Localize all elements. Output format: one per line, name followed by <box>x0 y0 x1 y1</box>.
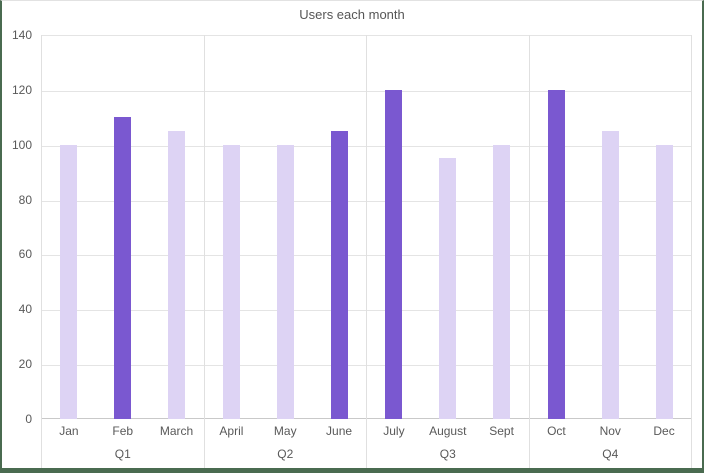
quarter-month-labels: Oct Nov Dec <box>530 419 692 441</box>
month-label: May <box>273 424 297 438</box>
y-axis-tick-label: 20 <box>18 357 32 372</box>
bar-april <box>222 144 240 419</box>
bar-jan <box>60 144 78 419</box>
quarter-bars <box>42 35 204 419</box>
month-label: August <box>429 424 467 438</box>
bar-cell <box>42 35 96 419</box>
quarter-month-labels: Jan Feb March <box>42 419 204 441</box>
bar-may <box>276 144 294 419</box>
month-label: Jan <box>59 424 79 438</box>
bar-june <box>330 131 348 419</box>
chart-title: Users each month <box>299 7 405 22</box>
month-label: July <box>383 424 405 438</box>
quarter-bars <box>205 35 367 419</box>
quarter-label: Q4 <box>602 447 619 461</box>
y-axis-tick-label: 120 <box>11 82 32 97</box>
quarter-label: Q1 <box>114 447 131 461</box>
bar-cell <box>421 35 475 419</box>
month-label: March <box>159 424 194 438</box>
quarter-label: Q2 <box>277 447 294 461</box>
month-label: Oct <box>547 424 566 438</box>
quarter-columns: Jan Feb March Q1 April May June Q2 July August Sep… <box>41 35 692 468</box>
bar-cell <box>205 35 259 419</box>
bar-cell <box>150 35 204 419</box>
quarter-bars <box>530 35 692 419</box>
month-label: June <box>326 424 353 438</box>
quarter-group: Oct Nov Dec Q4 <box>528 35 692 468</box>
quarter-bars <box>367 35 529 419</box>
bar-feb <box>114 117 132 419</box>
y-axis-tick-label: 80 <box>18 192 32 207</box>
bar-dec <box>655 144 673 419</box>
bar-cell <box>367 35 421 419</box>
quarter-label: Q3 <box>439 447 456 461</box>
month-label: Sept <box>489 424 514 438</box>
quarter-group: Jan Feb March Q1 <box>42 35 204 468</box>
bar-cell <box>530 35 584 419</box>
bar-cell <box>258 35 312 419</box>
y-axis-tick-label: 140 <box>11 28 32 42</box>
quarter-group: July August Sept Q3 <box>366 35 529 468</box>
month-label: Dec <box>653 424 675 438</box>
bar-sept <box>493 144 511 419</box>
quarter-month-labels: July August Sept <box>367 419 529 441</box>
month-label: April <box>219 424 244 438</box>
month-label: Feb <box>112 424 134 438</box>
quarter-month-labels: April May June <box>205 419 367 441</box>
bar-oct <box>547 89 565 419</box>
y-axis-tick-label: 40 <box>18 302 32 317</box>
bar-cell <box>475 35 529 419</box>
bar-august <box>439 158 457 419</box>
bar-july <box>385 89 403 419</box>
quarter-group: April May June Q2 <box>203 35 367 468</box>
y-axis-tick-label: 60 <box>18 247 32 262</box>
bar-cell <box>583 35 637 419</box>
bar-cell <box>312 35 366 419</box>
month-label: Nov <box>599 424 621 438</box>
bar-march <box>168 131 186 419</box>
bar-cell <box>637 35 691 419</box>
y-axis-tick-label: 0 <box>25 412 32 426</box>
bar-cell <box>96 35 150 419</box>
bar-nov <box>601 131 619 419</box>
y-axis-tick-label: 100 <box>11 137 32 152</box>
